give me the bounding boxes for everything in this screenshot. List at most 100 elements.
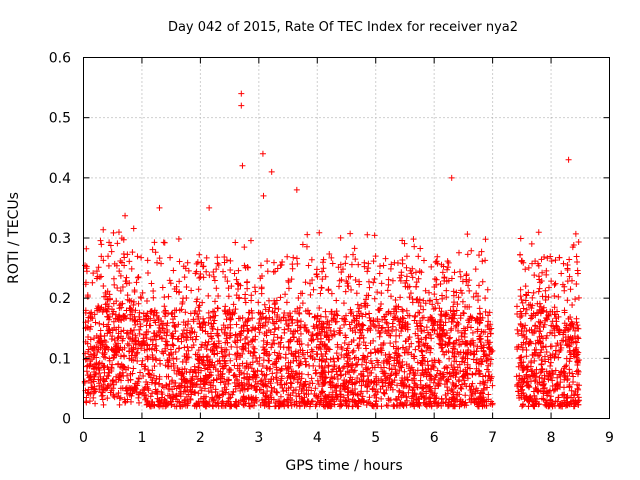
data-point <box>117 370 124 377</box>
data-point <box>394 402 401 409</box>
data-point <box>113 326 120 333</box>
data-point <box>341 377 348 384</box>
data-point <box>531 272 538 279</box>
y-tick-label: 0 <box>62 412 71 428</box>
data-point <box>295 390 302 397</box>
data-point <box>263 329 270 336</box>
data-point <box>87 358 94 365</box>
data-point <box>443 294 450 301</box>
data-point <box>445 259 452 266</box>
data-point <box>126 258 133 265</box>
data-point <box>210 377 217 384</box>
data-point <box>531 347 538 354</box>
data-point <box>442 319 449 326</box>
data-point <box>210 382 217 389</box>
data-point <box>415 275 422 282</box>
data-point <box>122 212 129 219</box>
data-point <box>451 366 458 373</box>
data-point <box>285 391 292 398</box>
data-point <box>334 376 341 383</box>
data-point <box>221 348 228 355</box>
data-point <box>352 256 359 263</box>
data-point <box>238 102 245 109</box>
data-point <box>114 393 121 400</box>
data-point <box>296 402 303 409</box>
data-point <box>519 332 526 339</box>
data-point <box>468 389 475 396</box>
data-point <box>285 322 292 329</box>
data-point <box>313 270 320 277</box>
data-point <box>547 393 554 400</box>
data-point <box>104 373 111 380</box>
data-point <box>551 304 558 311</box>
data-point <box>566 382 573 389</box>
data-point <box>93 360 100 367</box>
data-point <box>319 373 326 380</box>
data-point <box>209 325 216 332</box>
data-point <box>213 393 220 400</box>
data-point <box>271 326 278 333</box>
data-point <box>343 334 350 341</box>
data-point <box>442 311 449 318</box>
data-point <box>252 394 259 401</box>
data-point <box>447 334 454 341</box>
data-point <box>277 317 284 324</box>
data-point <box>453 307 460 314</box>
data-point <box>119 369 126 376</box>
data-point <box>478 358 485 365</box>
data-point <box>132 385 139 392</box>
data-point <box>164 357 171 364</box>
data-point <box>530 289 537 296</box>
data-point <box>167 280 174 287</box>
data-point <box>408 340 415 347</box>
data-point <box>135 375 142 382</box>
data-point <box>529 351 536 358</box>
data-point <box>554 340 561 347</box>
data-point <box>280 388 287 395</box>
data-point <box>344 283 351 290</box>
data-point <box>450 292 457 299</box>
data-point <box>353 379 360 386</box>
data-point <box>455 320 462 327</box>
data-point <box>92 319 99 326</box>
data-point <box>489 400 496 407</box>
data-point <box>264 258 271 265</box>
data-point <box>195 313 202 320</box>
data-point <box>433 276 440 283</box>
data-point <box>473 290 480 297</box>
data-point <box>438 326 445 333</box>
data-point <box>317 290 324 297</box>
data-point <box>479 373 486 380</box>
data-point <box>428 402 435 409</box>
data-point <box>518 359 525 366</box>
data-point <box>248 365 255 372</box>
data-point <box>338 269 345 276</box>
data-point <box>235 295 242 302</box>
data-point <box>294 319 301 326</box>
data-point <box>153 357 160 364</box>
data-point <box>474 403 481 410</box>
data-point <box>556 327 563 334</box>
data-point <box>276 350 283 357</box>
data-point <box>289 320 296 327</box>
data-point <box>536 352 543 359</box>
data-point <box>200 353 207 360</box>
data-point <box>380 262 387 269</box>
data-point <box>143 328 150 335</box>
data-point <box>517 251 524 258</box>
data-point <box>189 368 196 375</box>
data-point <box>287 336 294 343</box>
data-point <box>532 312 539 319</box>
data-point <box>299 241 306 248</box>
data-point <box>101 345 108 352</box>
data-point <box>248 327 255 334</box>
data-point <box>536 323 543 330</box>
data-point <box>373 403 380 410</box>
data-point <box>398 328 405 335</box>
data-point <box>568 320 575 327</box>
data-point <box>306 311 313 318</box>
data-point <box>189 328 196 335</box>
data-point <box>293 186 300 193</box>
data-point <box>170 355 177 362</box>
data-point <box>270 337 277 344</box>
